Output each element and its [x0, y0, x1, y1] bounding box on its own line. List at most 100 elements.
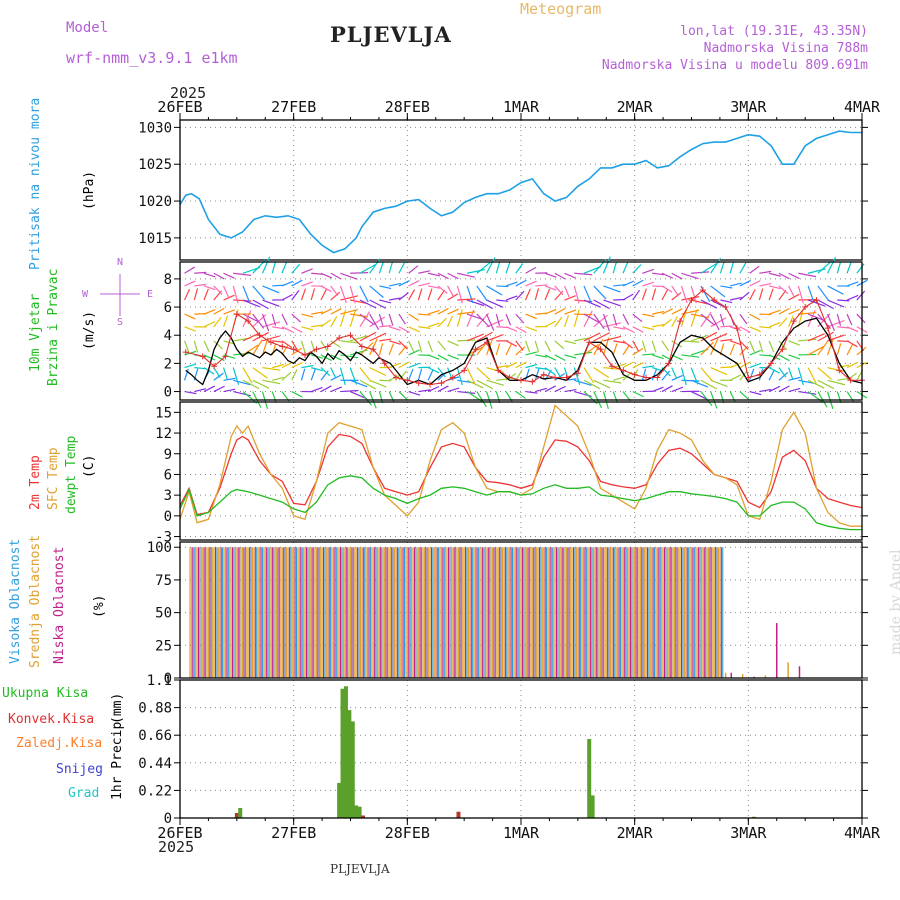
- wind-arrow: [544, 272, 557, 278]
- wind-arrow: [603, 285, 621, 293]
- wind-arrow: [593, 332, 611, 342]
- wind-arrow: [749, 349, 761, 356]
- wind-arrow: [642, 281, 655, 287]
- gust-marker: [802, 304, 809, 311]
- wind-arrow: [515, 340, 524, 351]
- lonlat: lon,lat (19.31E, 43.35N): [680, 24, 868, 39]
- wind-arrow: [496, 365, 509, 369]
- temp-2m-line: [179, 433, 863, 516]
- gust-marker: [211, 363, 218, 370]
- panel-precip: 0 0.22 0.44 0.66 0.88 1.1: [138, 673, 868, 827]
- wind-arrow: [817, 339, 829, 356]
- wind-arrow: [671, 367, 678, 379]
- wind-arrow: [710, 379, 728, 388]
- gust-marker: [415, 380, 422, 387]
- y-tick-label: 0.44: [138, 756, 172, 772]
- wind-arrow: [739, 291, 750, 301]
- wind-arrow: [379, 338, 392, 342]
- wind-arrow: [613, 284, 626, 287]
- wind-arrow: [417, 368, 423, 381]
- wind-arrow: [661, 370, 671, 381]
- wind-arrow: [690, 285, 697, 304]
- wind-arrow: [671, 308, 683, 315]
- gust-marker: [336, 335, 343, 342]
- wind-arrow: [788, 285, 795, 297]
- wind-arrow: [720, 338, 733, 342]
- gust-marker: [472, 346, 479, 353]
- wind-arrow: [223, 294, 235, 301]
- wind-arrow: [389, 282, 402, 287]
- wind-arrow: [788, 308, 800, 315]
- temp-ylabel2: SFC Temp: [46, 447, 61, 510]
- wind-arrow: [622, 326, 634, 333]
- wind-arrow: [486, 334, 504, 342]
- wind-arrow: [651, 288, 657, 301]
- wind-arrow: [778, 354, 790, 362]
- x-tick-label-top: 28FEB: [385, 98, 430, 116]
- wind-arrow: [846, 313, 853, 326]
- wind-arrow: [379, 285, 392, 290]
- wind-arrow: [788, 340, 801, 346]
- wind-arrow: [730, 296, 742, 301]
- wind-arrow: [554, 340, 565, 350]
- wind-arrow: [710, 285, 726, 298]
- y-tick-label: 75: [155, 573, 172, 589]
- wind-arrow: [564, 295, 576, 301]
- wind-arrow: [457, 390, 476, 395]
- wind-arrow: [651, 386, 664, 393]
- wind-arrow: [739, 313, 748, 325]
- wind-arrow: [525, 390, 538, 394]
- wind-arrow: [535, 354, 548, 358]
- y-tick-label: 50: [155, 606, 172, 622]
- gust-marker: [347, 332, 354, 339]
- wind-arrow: [213, 340, 223, 350]
- wind-arrow: [252, 313, 265, 329]
- gust-marker: [199, 353, 206, 360]
- wind-arrow: [349, 285, 356, 304]
- wind-arrow: [749, 340, 755, 353]
- wind-arrow: [700, 263, 717, 274]
- wind-arrow: [574, 299, 593, 303]
- pressure-line: [179, 130, 862, 254]
- wind-arrow: [778, 385, 790, 393]
- wind-arrow: [749, 326, 761, 333]
- wind-arrow: [369, 258, 381, 274]
- gust-marker: [722, 304, 729, 311]
- wind-arrow: [398, 292, 409, 301]
- wind-arrow: [379, 325, 392, 328]
- wind-arrow: [691, 271, 710, 274]
- wind-arrow: [768, 309, 781, 315]
- y-tick-label: 100: [147, 540, 172, 556]
- wind-arrow: [300, 288, 307, 301]
- wind-arrow: [642, 353, 655, 356]
- wind-arrow: [222, 285, 229, 298]
- model-name: wrf-nmm_v3.9.1 e1km: [66, 49, 238, 67]
- wind-arrow: [291, 347, 302, 356]
- gust-marker: [574, 370, 581, 377]
- wind-arrow: [213, 385, 225, 393]
- wind-arrow: [739, 370, 748, 381]
- wind-arrow: [729, 374, 742, 381]
- wind-arrow: [252, 367, 268, 379]
- wind-arrow: [505, 261, 511, 274]
- gust-marker: [506, 374, 513, 381]
- wind-arrow: [524, 368, 530, 381]
- wind-arrow: [564, 309, 577, 315]
- chart-kind: Meteogram: [520, 0, 602, 18]
- wind-arrow: [476, 379, 494, 390]
- wind-arrow: [768, 285, 781, 290]
- wind-arrow: [339, 309, 347, 327]
- wind-arrow: [797, 367, 804, 386]
- wind-arrow: [642, 268, 654, 274]
- wind-arrow: [515, 313, 525, 324]
- wind-arrow: [359, 367, 372, 383]
- wind-arrow: [534, 340, 540, 353]
- wind-arrow: [194, 271, 207, 274]
- wind-arrow: [388, 313, 394, 326]
- wind-arrow: [564, 354, 577, 359]
- gust-marker: [245, 318, 252, 325]
- wind-arrow: [671, 292, 682, 301]
- wind-arrow: [680, 285, 688, 304]
- wind-arrow: [330, 308, 342, 315]
- wind-arrow: [535, 284, 548, 287]
